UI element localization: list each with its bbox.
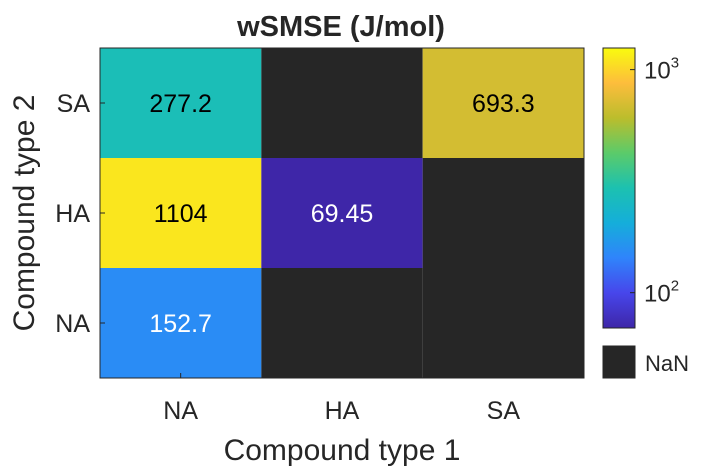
colorbar-tick-exponent: 2	[671, 278, 679, 295]
y-tick-label: HA	[55, 200, 90, 228]
colorbar-gradient	[602, 47, 636, 329]
cell-value-label: 1104	[154, 200, 208, 228]
heatmap-cell-na-ha	[100, 158, 262, 268]
heatmap-cell-sa-sa	[422, 48, 584, 158]
heatmap-cell-ha-ha	[261, 158, 423, 268]
axis-ticks: NA HA SA SA HA NA	[55, 90, 520, 425]
cell-value-label: 277.2	[149, 90, 212, 118]
x-tick-label: HA	[325, 397, 360, 425]
heatmap-cell-ha-na	[261, 268, 423, 378]
heatmap-cell-na-na	[100, 268, 262, 378]
chart-title: wSMSE (J/mol)	[236, 11, 445, 43]
heatmap-cell-labels: 277.2 693.3 1104 69.45 152.7	[149, 90, 534, 338]
plot-frame	[99, 47, 585, 379]
heatmap-cell-na-sa	[100, 48, 262, 158]
heatmap-cell-ha-sa	[261, 48, 423, 158]
x-axis-label: Compound type 1	[224, 434, 461, 467]
heatmap-cell-sa-ha	[422, 158, 584, 268]
heatmap-cell-sa-na	[422, 268, 584, 378]
x-tick-label: NA	[163, 397, 198, 425]
colorbar-tick-label: 103	[644, 55, 679, 85]
heatmap-cells	[100, 48, 584, 378]
cell-value-label: 693.3	[472, 90, 535, 118]
y-tick-label: SA	[57, 90, 91, 118]
nan-label: NaN	[645, 351, 689, 376]
cell-value-label: 152.7	[149, 310, 212, 338]
y-tick-label: NA	[55, 310, 90, 338]
colorbar-tick-base: 10	[644, 58, 671, 85]
colorbar-tick-exponent: 3	[671, 55, 679, 72]
y-axis-label: Compound type 2	[8, 95, 41, 332]
colorbar-tick-base: 10	[644, 281, 671, 308]
cell-value-label: 69.45	[311, 200, 374, 228]
nan-swatch	[602, 345, 636, 379]
x-tick-label: SA	[487, 397, 521, 425]
colorbar-tick-label: 102	[644, 278, 679, 308]
